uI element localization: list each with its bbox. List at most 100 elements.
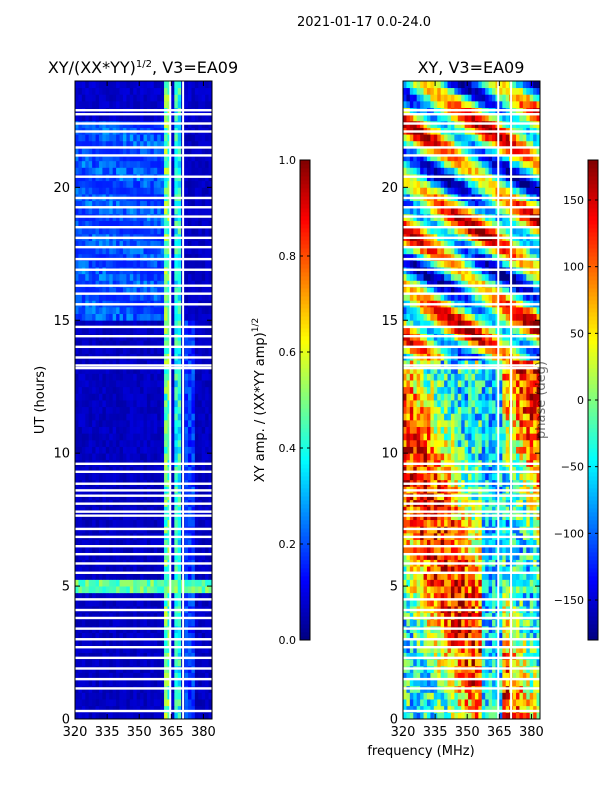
amp-heatmap-cell [75, 639, 79, 647]
amp-heatmap-cell [88, 247, 93, 255]
phase-heatmap-cell [420, 672, 424, 680]
amp-heatmap-cell [95, 619, 100, 627]
amp-heatmap-cell [81, 433, 86, 441]
phase-heatmap-cell [481, 632, 486, 640]
amp-heatmap-cell [75, 220, 79, 228]
amp-heatmap-cell [81, 154, 86, 162]
amp-heatmap-cell [188, 539, 192, 547]
phase-heatmap-cell [409, 632, 414, 640]
phase-heatmap-cell [516, 679, 520, 687]
phase-heatmap-cell [498, 586, 503, 594]
amp-heatmap-cell [191, 273, 196, 281]
amp-heatmap-cell [208, 240, 213, 248]
amp-heatmap-cell [201, 293, 206, 301]
amp-heatmap-cell [133, 413, 138, 421]
amp-heatmap-cell [88, 419, 93, 427]
amp-heatmap-cell [98, 659, 103, 667]
amp-heatmap-cell [105, 446, 110, 454]
amp-heatmap-cell [150, 506, 155, 514]
amp-heatmap-cell [95, 167, 100, 175]
amp-heatmap-cell [201, 552, 206, 560]
amp-heatmap-cell [198, 114, 203, 122]
amp-heatmap-cell [88, 393, 93, 401]
amp-heatmap-cell [140, 466, 144, 474]
amp-heatmap-cell [140, 699, 144, 707]
amp-heatmap-cell [184, 313, 189, 321]
amp-heatmap-cell [129, 586, 134, 594]
amp-heatmap-cell [143, 386, 148, 394]
amp-heatmap-cell [205, 81, 209, 89]
amp-heatmap-cell [126, 147, 131, 155]
amp-heatmap-cell [184, 100, 189, 108]
amp-heatmap-cell [177, 227, 182, 235]
amp-heatmap-cell [184, 160, 189, 168]
phase-heatmap-cell [409, 566, 414, 574]
amp-heatmap-cell [119, 659, 124, 667]
phase-heatmap-cell [464, 705, 469, 713]
amp-heatmap-cell [205, 539, 209, 547]
amp-heatmap-cell [184, 180, 189, 188]
amp-heatmap-cell [198, 473, 203, 481]
amp-heatmap-cell [140, 280, 144, 288]
amp-heatmap-cell [184, 386, 189, 394]
amp-heatmap-cell [184, 566, 189, 574]
amp-heatmap-cell [109, 306, 114, 315]
phase-heatmap-cell [502, 546, 507, 554]
amp-heatmap-cell [112, 380, 117, 388]
amp-heatmap-cell [78, 632, 83, 640]
amp-heatmap-cell [102, 705, 107, 713]
amp-heatmap-cell [153, 340, 158, 348]
amp-heatmap-cell [201, 539, 206, 547]
amp-heatmap-cell [208, 306, 213, 315]
amp-heatmap-cell [174, 81, 179, 89]
phase-heatmap-cell [492, 566, 496, 574]
phase-heatmap-cell [430, 599, 435, 607]
amp-heatmap-cell [119, 639, 124, 647]
phase-heatmap-cell [413, 679, 418, 687]
amp-heatmap-cell [188, 406, 192, 414]
amp-heatmap-cell [198, 386, 203, 394]
amp-heatmap-cell [133, 154, 138, 162]
phase-heatmap-cell [471, 546, 476, 554]
amp-heatmap-cell [177, 712, 182, 720]
amp-heatmap-cell [146, 140, 151, 148]
amp-heatmap-cell [95, 632, 100, 640]
amp-heatmap-cell [88, 326, 93, 334]
amp-heatmap-cell [119, 373, 124, 381]
amp-flagged-channel [169, 81, 172, 719]
phase-heatmap-cell [481, 539, 486, 547]
amp-heatmap-cell [109, 506, 114, 514]
amp-heatmap-cell [102, 94, 107, 102]
amp-heatmap-cell [143, 466, 148, 474]
amp-heatmap-cell [177, 207, 182, 215]
amp-heatmap-cell [98, 466, 103, 474]
amp-heatmap-cell [143, 419, 148, 427]
amp-heatmap-cell [140, 253, 144, 261]
amp-heatmap-cell [174, 180, 179, 188]
amp-heatmap-cell [95, 187, 100, 195]
amp-heatmap-cell [150, 393, 155, 401]
phase-heatmap-cell [468, 546, 472, 554]
phase-heatmap-cell [420, 599, 424, 607]
amp-heatmap-cell [201, 506, 206, 514]
phase-heatmap-cell [533, 652, 537, 660]
amp-heatmap-cell [92, 187, 96, 195]
amp-heatmap-cell [78, 645, 83, 653]
phase-heatmap-cell [423, 639, 428, 647]
amp-heatmap-cell [157, 154, 162, 162]
amp-heatmap-cell [153, 712, 158, 720]
phase-heatmap-cell [485, 705, 490, 713]
amp-heatmap-cell [198, 326, 203, 334]
amp-heatmap-cell [109, 413, 114, 421]
amp-heatmap-cell [126, 552, 131, 560]
phase-heatmap-cell [468, 612, 472, 620]
amp-heatmap-cell [112, 413, 117, 421]
amp-heatmap-cell [201, 586, 206, 594]
phase-heatmap-cell [522, 705, 527, 713]
amp-heatmap-cell [201, 94, 206, 102]
amp-heatmap-cell [119, 366, 124, 374]
amp-heatmap-cell [164, 406, 168, 414]
amp-heatmap-cell [146, 519, 151, 527]
phase-heatmap-cell [423, 579, 428, 587]
